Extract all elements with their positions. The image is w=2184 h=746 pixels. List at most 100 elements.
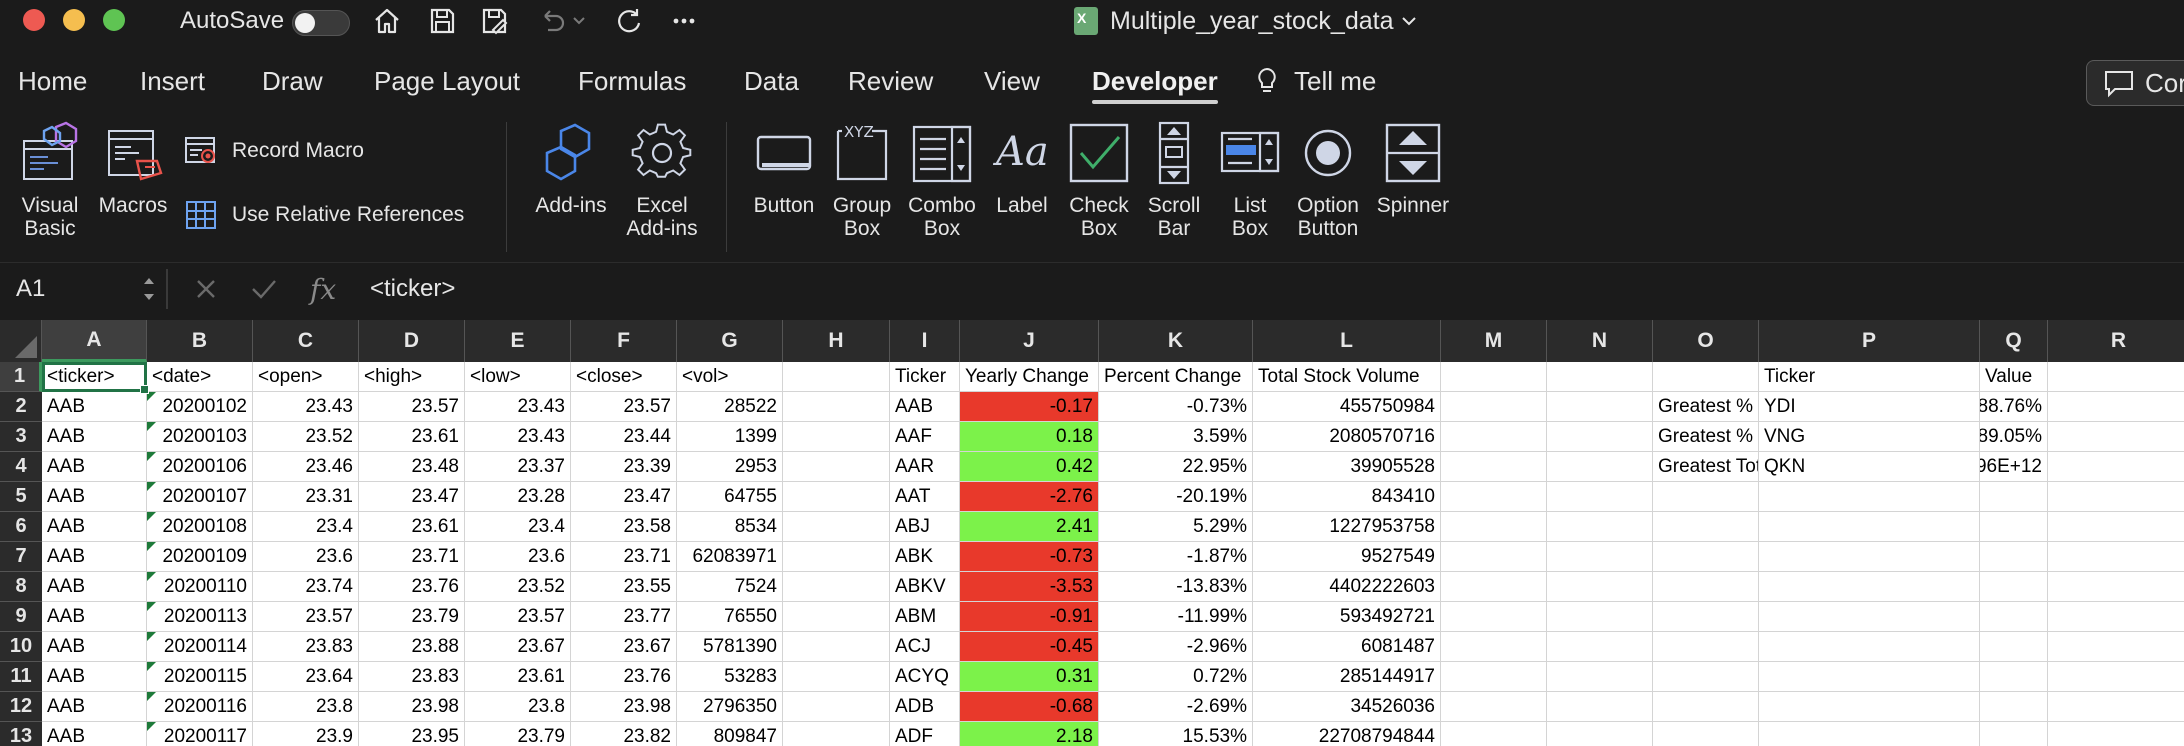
cell-q12[interactable] xyxy=(1980,692,2048,722)
cell-j11[interactable]: 0.31 xyxy=(960,662,1099,692)
cell-b8[interactable]: 20200110 xyxy=(147,572,253,602)
cell-e3[interactable]: 23.43 xyxy=(465,422,571,452)
cell-n7[interactable] xyxy=(1547,542,1653,572)
control-spinner[interactable]: Spinner xyxy=(1370,112,1456,217)
cell-r6[interactable] xyxy=(2048,512,2184,542)
cell-k6[interactable]: 5.29% xyxy=(1099,512,1253,542)
cell-i12[interactable]: ADB xyxy=(890,692,960,722)
tab-draw[interactable]: Draw xyxy=(262,65,323,96)
cell-a3[interactable]: AAB xyxy=(42,422,147,452)
cell-b5[interactable]: 20200107 xyxy=(147,482,253,512)
cell-k7[interactable]: -1.87% xyxy=(1099,542,1253,572)
row-header[interactable]: 4 xyxy=(0,452,42,482)
cell-e2[interactable]: 23.43 xyxy=(465,392,571,422)
cell-e4[interactable]: 23.37 xyxy=(465,452,571,482)
column-header-g[interactable]: G xyxy=(677,320,783,362)
cell-j13[interactable]: 2.18 xyxy=(960,722,1099,746)
cell-q6[interactable] xyxy=(1980,512,2048,542)
cell-o3[interactable]: Greatest % Decrease xyxy=(1653,422,1759,452)
control-scroll-bar[interactable]: Scroll Bar xyxy=(1138,112,1210,240)
row-header[interactable]: 10 xyxy=(0,632,42,662)
column-header-e[interactable]: E xyxy=(465,320,571,362)
cell-l5[interactable]: 843410 xyxy=(1253,482,1441,512)
name-box[interactable]: A1 xyxy=(16,275,46,302)
control-option-button[interactable]: Option Button xyxy=(1288,112,1368,240)
cell-g5[interactable]: 64755 xyxy=(677,482,783,512)
cell-n1[interactable] xyxy=(1547,362,1653,392)
cell-c5[interactable]: 23.31 xyxy=(253,482,359,512)
cell-b11[interactable]: 20200115 xyxy=(147,662,253,692)
cell-q8[interactable] xyxy=(1980,572,2048,602)
more-options-icon[interactable] xyxy=(667,4,701,38)
cell-o2[interactable]: Greatest % Increase xyxy=(1653,392,1759,422)
cell-j5[interactable]: -2.76 xyxy=(960,482,1099,512)
cell-q2[interactable]: 188.76% xyxy=(1980,392,2048,422)
cell-p13[interactable] xyxy=(1759,722,1980,746)
tab-page-layout[interactable]: Page Layout xyxy=(374,65,521,96)
cell-o11[interactable] xyxy=(1653,662,1759,692)
control-button[interactable]: Button xyxy=(744,112,824,217)
cell-c13[interactable]: 23.9 xyxy=(253,722,359,746)
cell-r9[interactable] xyxy=(2048,602,2184,632)
cell-m8[interactable] xyxy=(1441,572,1547,602)
cell-i1[interactable]: Ticker xyxy=(890,362,960,392)
cell-d1[interactable]: <high> xyxy=(359,362,465,392)
cell-l13[interactable]: 22708794844 xyxy=(1253,722,1441,746)
cell-c3[interactable]: 23.52 xyxy=(253,422,359,452)
cell-h3[interactable] xyxy=(783,422,890,452)
cell-f12[interactable]: 23.98 xyxy=(571,692,677,722)
cell-p6[interactable] xyxy=(1759,512,1980,542)
cell-k10[interactable]: -2.96% xyxy=(1099,632,1253,662)
column-header-p[interactable]: P xyxy=(1759,320,1980,362)
cell-l1[interactable]: Total Stock Volume xyxy=(1253,362,1441,392)
cell-n8[interactable] xyxy=(1547,572,1653,602)
cell-c4[interactable]: 23.46 xyxy=(253,452,359,482)
cell-k8[interactable]: -13.83% xyxy=(1099,572,1253,602)
cell-q9[interactable] xyxy=(1980,602,2048,632)
cell-c1[interactable]: <open> xyxy=(253,362,359,392)
cell-h10[interactable] xyxy=(783,632,890,662)
row-header[interactable]: 11 xyxy=(0,662,42,692)
cell-k12[interactable]: -2.69% xyxy=(1099,692,1253,722)
cell-k11[interactable]: 0.72% xyxy=(1099,662,1253,692)
column-header-i[interactable]: I xyxy=(890,320,960,362)
cell-n13[interactable] xyxy=(1547,722,1653,746)
cell-o7[interactable] xyxy=(1653,542,1759,572)
cell-i2[interactable]: AAB xyxy=(890,392,960,422)
cell-n9[interactable] xyxy=(1547,602,1653,632)
select-all-corner[interactable] xyxy=(0,320,42,362)
cell-r11[interactable] xyxy=(2048,662,2184,692)
minimize-window-button[interactable] xyxy=(63,9,85,31)
cell-l10[interactable]: 6081487 xyxy=(1253,632,1441,662)
cell-b13[interactable]: 20200117 xyxy=(147,722,253,746)
row-header[interactable]: 1 xyxy=(0,362,42,392)
use-relative-references-button[interactable]: Use Relative References xyxy=(184,198,464,232)
cell-r7[interactable] xyxy=(2048,542,2184,572)
column-header-f[interactable]: F xyxy=(571,320,677,362)
row-header[interactable]: 12 xyxy=(0,692,42,722)
cell-m3[interactable] xyxy=(1441,422,1547,452)
home-icon[interactable] xyxy=(370,4,404,38)
cell-g1[interactable]: <vol> xyxy=(677,362,783,392)
cell-h1[interactable] xyxy=(783,362,890,392)
cell-l11[interactable]: 285144917 xyxy=(1253,662,1441,692)
autosave-toggle[interactable] xyxy=(292,10,350,36)
cell-f3[interactable]: 23.44 xyxy=(571,422,677,452)
cell-p11[interactable] xyxy=(1759,662,1980,692)
cell-p4[interactable]: QKN xyxy=(1759,452,1980,482)
visual-basic-button[interactable]: Visual Basic xyxy=(8,112,92,240)
column-header-q[interactable]: Q xyxy=(1980,320,2048,362)
cell-q11[interactable] xyxy=(1980,662,2048,692)
cell-i11[interactable]: ACYQ xyxy=(890,662,960,692)
cell-c11[interactable]: 23.64 xyxy=(253,662,359,692)
cell-o5[interactable] xyxy=(1653,482,1759,512)
column-header-r[interactable]: R xyxy=(2048,320,2184,362)
row-header[interactable]: 9 xyxy=(0,602,42,632)
cell-h6[interactable] xyxy=(783,512,890,542)
cell-q7[interactable] xyxy=(1980,542,2048,572)
cell-j12[interactable]: -0.68 xyxy=(960,692,1099,722)
cell-k13[interactable]: 15.53% xyxy=(1099,722,1253,746)
tab-review[interactable]: Review xyxy=(848,65,934,96)
cell-h2[interactable] xyxy=(783,392,890,422)
cell-h7[interactable] xyxy=(783,542,890,572)
